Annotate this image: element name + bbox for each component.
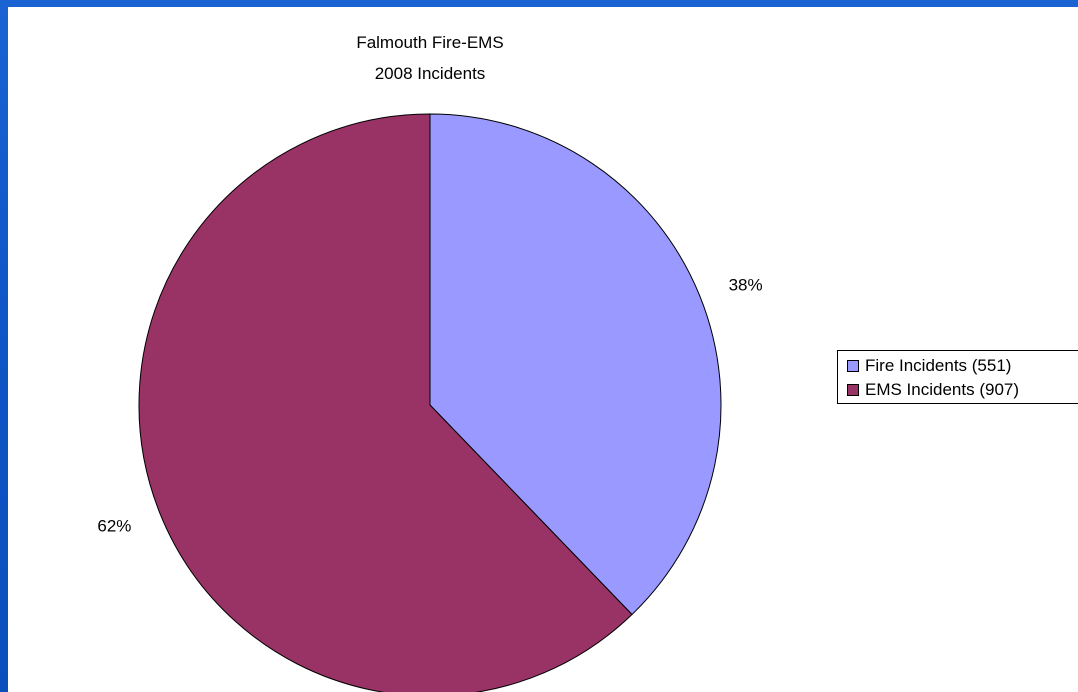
chart-legend: Fire Incidents (551) EMS Incidents (907) bbox=[837, 350, 1078, 404]
legend-item-ems: EMS Incidents (907) bbox=[847, 379, 1019, 401]
legend-swatch-ems bbox=[847, 384, 859, 396]
pie-slice-ems bbox=[138, 113, 633, 692]
pie-chart: Falmouth Fire-EMS 2008 Incidents 38% 62% bbox=[97, 33, 763, 692]
chart-area: Falmouth Fire-EMS 2008 Incidents 38% 62% … bbox=[8, 7, 1078, 692]
chart-subtitle: 2008 Incidents bbox=[375, 64, 486, 83]
pie-slices bbox=[138, 113, 722, 692]
pct-label-fire: 38% bbox=[729, 276, 763, 295]
pie-slice-fire bbox=[429, 113, 722, 616]
legend-label-ems: EMS Incidents (907) bbox=[865, 380, 1020, 399]
legend-label-fire: Fire Incidents (551) bbox=[865, 356, 1012, 375]
legend-item-fire: Fire Incidents (551) bbox=[847, 355, 1011, 377]
percent-labels: 38% 62% bbox=[97, 276, 762, 536]
legend-swatch-fire bbox=[847, 360, 859, 372]
chart-title: Falmouth Fire-EMS bbox=[356, 33, 503, 52]
pct-label-ems: 62% bbox=[97, 516, 131, 535]
